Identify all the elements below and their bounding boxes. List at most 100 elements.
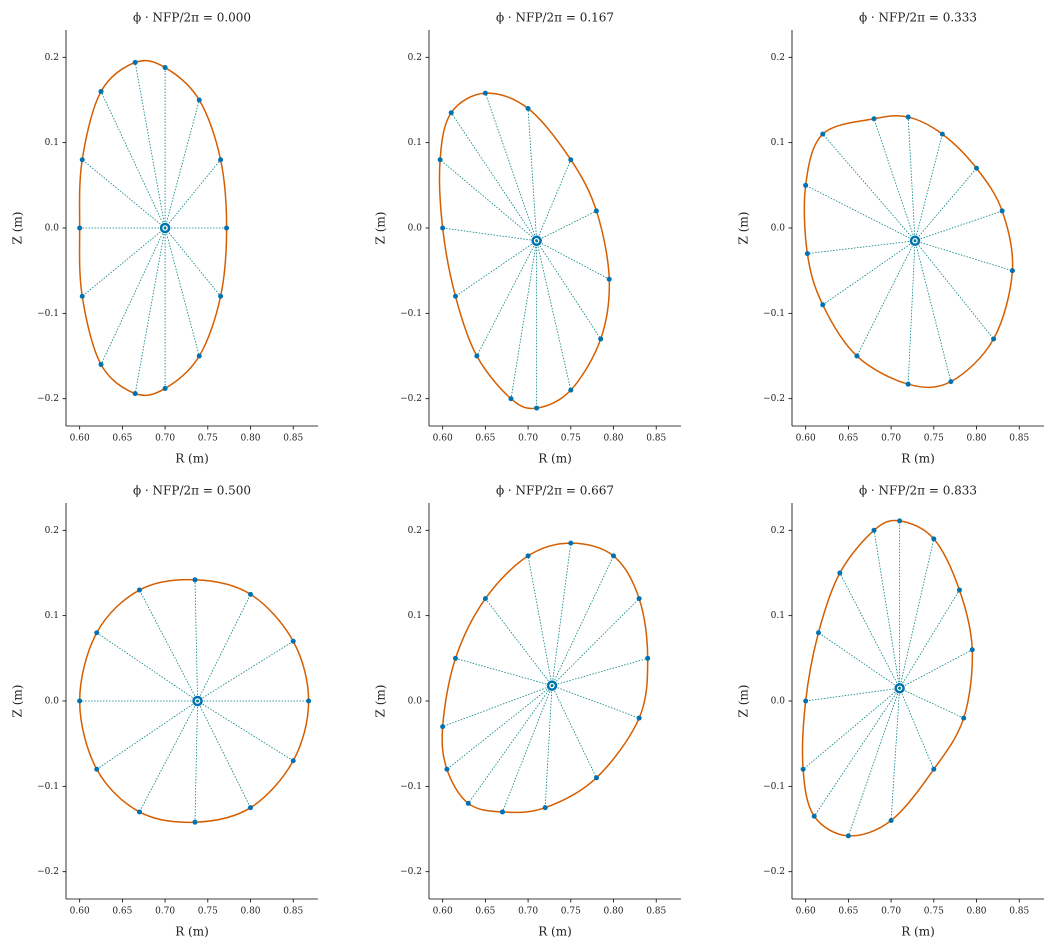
x-tick-label: 0.70 xyxy=(518,907,538,917)
y-tick-label: 0.2 xyxy=(771,526,785,536)
theta-line xyxy=(544,685,553,808)
boundary-point xyxy=(871,116,877,122)
boundary-point xyxy=(290,758,296,764)
theta-line xyxy=(907,117,916,241)
boundary-point xyxy=(837,570,843,576)
boundary-point xyxy=(568,387,574,393)
boundary-point xyxy=(534,405,540,411)
theta-line xyxy=(485,598,553,686)
theta-line xyxy=(96,632,198,702)
y-tick-label: −0.2 xyxy=(37,867,59,877)
y-axis-label: Z (m) xyxy=(11,212,25,245)
boundary-point xyxy=(192,577,198,583)
theta-line xyxy=(914,240,1013,272)
boundary-point xyxy=(606,276,612,282)
x-tick-label: 0.75 xyxy=(924,907,944,917)
theta-line xyxy=(899,687,964,719)
boundary-point xyxy=(482,596,488,602)
boundary-point xyxy=(499,809,505,815)
x-axis-label: R (m) xyxy=(538,925,572,939)
x-axis-label: R (m) xyxy=(901,925,935,939)
x-tick-label: 0.70 xyxy=(881,434,901,444)
y-axis-label: Z (m) xyxy=(374,685,388,718)
boundary-point xyxy=(568,540,574,546)
x-tick-label: 0.60 xyxy=(796,907,816,917)
panel-title: ϕ · NFP/2π = 0.667 xyxy=(496,484,614,498)
boundary-point xyxy=(999,208,1005,214)
boundary-point xyxy=(218,293,224,299)
theta-line xyxy=(914,134,943,241)
y-tick-label: 0.0 xyxy=(408,224,423,234)
y-tick-label: 0.2 xyxy=(408,526,422,536)
theta-line xyxy=(805,184,916,242)
boundary-point xyxy=(132,59,138,65)
y-tick-label: −0.2 xyxy=(37,394,59,404)
boundary-point xyxy=(452,655,458,661)
x-tick-label: 0.85 xyxy=(646,434,666,444)
x-tick-label: 0.75 xyxy=(198,434,218,444)
theta-line xyxy=(450,112,537,242)
boundary-point xyxy=(136,587,142,593)
boundary-point xyxy=(77,698,83,704)
x-tick-label: 0.80 xyxy=(966,434,986,444)
x-tick-label: 0.70 xyxy=(881,907,901,917)
boundary-point xyxy=(939,131,945,137)
boundary-point xyxy=(218,157,224,163)
x-tick-label: 0.85 xyxy=(283,434,303,444)
boundary-point xyxy=(98,88,104,94)
boundary-point xyxy=(815,630,821,636)
x-tick-label: 0.60 xyxy=(433,907,453,917)
y-tick-label: 0.2 xyxy=(45,53,59,63)
boundary-point xyxy=(162,385,168,391)
y-tick-label: −0.1 xyxy=(37,309,59,319)
y-tick-label: 0.1 xyxy=(771,611,785,621)
boundary-point xyxy=(568,157,574,163)
boundary-point xyxy=(437,157,443,163)
theta-line xyxy=(139,589,198,702)
boundary-point xyxy=(94,766,100,772)
theta-line xyxy=(848,688,901,836)
theta-line xyxy=(914,240,952,382)
theta-line xyxy=(134,227,166,394)
theta-line xyxy=(551,685,597,778)
theta-line xyxy=(527,108,538,241)
boundary-point xyxy=(196,97,202,103)
theta-line xyxy=(194,700,198,823)
theta-line xyxy=(139,700,198,813)
panel-title: ϕ · NFP/2π = 0.833 xyxy=(859,484,977,498)
theta-line xyxy=(914,210,1003,242)
theta-line xyxy=(822,240,916,306)
theta-line xyxy=(164,227,200,357)
boundary-point xyxy=(803,182,809,188)
magnetic-axis xyxy=(546,680,558,691)
boundary-point xyxy=(98,362,104,368)
magnetic-axis xyxy=(192,695,203,707)
theta-line xyxy=(551,543,572,686)
theta-line xyxy=(134,62,166,229)
x-axis-label: R (m) xyxy=(901,452,935,466)
theta-line xyxy=(485,93,538,241)
boundary-point xyxy=(636,596,642,602)
y-tick-label: −0.1 xyxy=(763,782,785,792)
y-tick-label: −0.2 xyxy=(763,867,785,877)
boundary-point xyxy=(800,766,806,772)
boundary-point xyxy=(444,766,450,772)
x-axis-label: R (m) xyxy=(538,452,572,466)
theta-line xyxy=(197,700,251,808)
theta-line xyxy=(467,685,553,804)
boundary-point xyxy=(948,379,954,385)
boundary-point xyxy=(306,698,312,704)
y-tick-label: −0.2 xyxy=(763,394,785,404)
boundary-point xyxy=(482,90,488,96)
boundary-point xyxy=(888,817,894,823)
y-tick-label: 0.1 xyxy=(408,611,422,621)
theta-line xyxy=(527,555,553,686)
boundary-point xyxy=(79,293,85,299)
boundary-point xyxy=(474,353,480,359)
x-axis-label: R (m) xyxy=(175,452,209,466)
x-tick-label: 0.85 xyxy=(1009,434,1029,444)
boundary-point xyxy=(542,805,548,811)
theta-line xyxy=(890,688,901,821)
theta-line xyxy=(822,133,916,242)
x-tick-label: 0.80 xyxy=(603,907,623,917)
